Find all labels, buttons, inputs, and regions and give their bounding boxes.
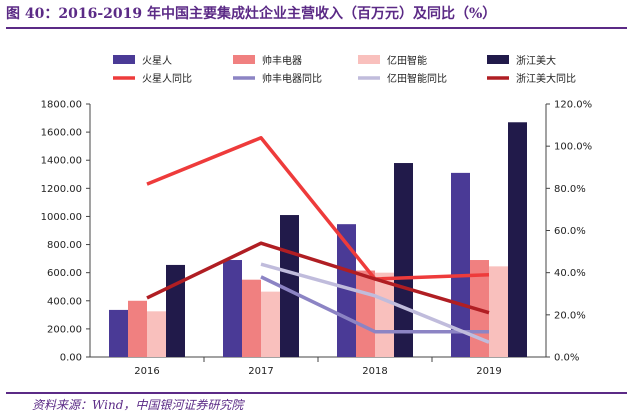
right-tick-label: 80.0%	[554, 184, 586, 195]
legend-entry: 火星人	[142, 55, 172, 67]
legend-entry: 帅丰电器	[262, 54, 302, 67]
bar	[147, 311, 166, 357]
title-rule	[6, 27, 627, 29]
left-tick-label: 1000.00	[41, 212, 82, 223]
right-tick-label: 120.0%	[554, 100, 592, 111]
legend-entry: 帅丰电器同比	[262, 72, 322, 85]
bar	[242, 279, 261, 357]
right-tick-label: 20.0%	[554, 310, 586, 321]
x-tick-label: 2019	[476, 366, 501, 377]
bar	[356, 270, 375, 357]
legend-entry: 亿田智能同比	[387, 72, 447, 85]
left-tick-label: 600.00	[47, 268, 82, 279]
left-tick-label: 1800.00	[41, 100, 82, 111]
x-tick-label: 2018	[362, 366, 387, 377]
right-tick-label: 0.0%	[554, 353, 579, 364]
source-rule	[6, 392, 627, 394]
x-tick-label: 2016	[134, 366, 159, 377]
series-line	[260, 275, 489, 334]
left-tick-label: 1200.00	[41, 184, 82, 195]
right-tick-label: 60.0%	[554, 226, 586, 237]
bar	[375, 272, 394, 357]
left-tick-label: 1600.00	[41, 128, 82, 139]
right-tick-label: 40.0%	[554, 268, 586, 279]
legend-swatch	[487, 55, 509, 64]
series-line	[146, 241, 490, 315]
figure-title: 图 40：2016-2019 年中国主要集成灶企业主营收入（百万元）及同比（%）	[6, 6, 497, 22]
legend-entry: 浙江美大同比	[516, 72, 576, 85]
right-tick-label: 100.0%	[554, 142, 592, 153]
bar	[166, 264, 185, 357]
x-tick-label: 2017	[248, 366, 273, 377]
left-tick-label: 200.00	[47, 324, 82, 335]
left-tick-label: 0.00	[60, 353, 82, 364]
left-tick-label: 400.00	[47, 296, 82, 307]
bar	[109, 309, 128, 357]
series-line	[260, 262, 490, 344]
bar	[508, 122, 527, 358]
series-line	[146, 135, 490, 281]
bar	[489, 266, 508, 357]
left-tick-label: 1400.00	[41, 156, 82, 167]
source-note: 资料来源：Wind，中国银河证券研究院	[32, 398, 244, 412]
bar	[394, 163, 413, 357]
legend-swatch	[233, 55, 255, 64]
legend-swatch	[113, 55, 135, 64]
bars	[109, 122, 527, 358]
bar	[261, 291, 280, 357]
bar	[451, 172, 470, 357]
bar	[223, 260, 242, 357]
legend-entry: 亿田智能	[387, 54, 427, 67]
lines	[146, 135, 490, 344]
bar	[337, 224, 356, 357]
bar	[128, 300, 147, 357]
legend-swatch	[358, 55, 380, 64]
legend-entry: 火星人同比	[142, 73, 192, 85]
axes: 0.00 200.00 400.00 600.00 800.00 1000.00 1200.…	[41, 100, 593, 378]
left-tick-label: 800.00	[47, 240, 82, 251]
legend-entry: 浙江美大	[516, 54, 556, 67]
